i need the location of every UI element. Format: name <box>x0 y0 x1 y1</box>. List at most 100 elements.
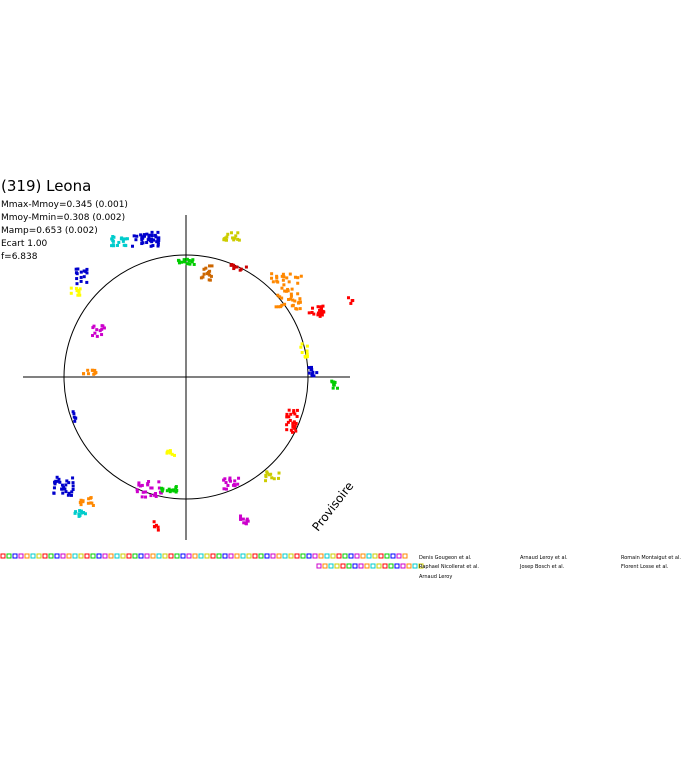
cluster-dot <box>305 352 309 356</box>
cluster-dot <box>296 276 300 280</box>
cluster-dot <box>154 523 158 527</box>
legend-symbol <box>330 553 336 559</box>
cluster-dot <box>64 483 68 487</box>
data-clusters <box>52 230 355 532</box>
cluster-dot <box>140 495 144 499</box>
cluster-dot <box>66 493 70 497</box>
cluster-dot <box>79 498 83 502</box>
cluster-dot <box>232 238 236 242</box>
legend-symbol <box>0 553 6 559</box>
legend-symbol <box>198 553 204 559</box>
legend-symbol <box>270 553 276 559</box>
legend-symbol <box>382 563 388 569</box>
cluster-dot <box>285 428 289 432</box>
cluster-dot <box>233 479 237 483</box>
cluster-dot <box>307 311 311 315</box>
cluster-dot <box>275 279 279 283</box>
legend-entry: Raphael Nicollerat et al. <box>419 564 479 570</box>
cluster-dot <box>150 230 154 234</box>
cluster-dot <box>149 494 153 498</box>
stat: f=6.838 <box>1 252 38 262</box>
cluster-dot <box>80 511 84 515</box>
legend-symbol <box>180 553 186 559</box>
cluster-dot <box>100 327 104 331</box>
cluster-dot <box>89 501 93 505</box>
cluster-dot <box>311 306 315 310</box>
cluster-dot <box>305 344 309 348</box>
cluster-dot <box>64 490 68 494</box>
cluster-dot <box>58 480 62 484</box>
cluster-dot <box>223 238 227 242</box>
cluster-dot <box>236 482 240 486</box>
cluster-dot <box>82 269 86 273</box>
cluster-dot <box>264 479 268 483</box>
cluster-dot <box>140 238 144 242</box>
legend-symbol <box>288 553 294 559</box>
cluster-dot <box>269 472 273 476</box>
cluster-dot <box>290 304 294 308</box>
legend-symbol <box>276 553 282 559</box>
cluster-dot <box>155 240 159 244</box>
legend-symbol <box>96 553 102 559</box>
cluster-dot <box>295 414 299 418</box>
cluster-dot <box>285 412 289 416</box>
cluster-dot <box>93 368 97 372</box>
cluster-dot <box>277 471 281 475</box>
title: (319) Leona <box>1 177 91 195</box>
cluster-dot <box>57 477 61 481</box>
cluster-dot <box>52 486 56 490</box>
legend-symbol <box>312 553 318 559</box>
cluster-dot <box>224 236 228 240</box>
cluster-dot <box>86 372 90 376</box>
cluster-dot <box>237 476 241 480</box>
stat: Mamp=0.653 (0.002) <box>1 226 98 236</box>
legend-entry: Arnaud Leroy et al. <box>520 555 568 561</box>
legend-symbol <box>102 553 108 559</box>
cluster-dot <box>156 525 160 529</box>
cluster-dot <box>289 428 293 432</box>
cluster-dot <box>287 280 291 284</box>
cluster-dot <box>320 313 324 317</box>
cluster-dot <box>142 234 146 238</box>
cluster-dot <box>70 490 74 494</box>
cluster-dot <box>55 475 59 479</box>
legend-symbol <box>132 553 138 559</box>
cluster-dot <box>307 371 311 375</box>
cluster-dot <box>310 310 314 314</box>
cluster-dot <box>154 492 158 496</box>
cluster-dot <box>290 287 294 291</box>
legend-entry: Josep Bosch et al. <box>519 564 565 570</box>
cluster-dot <box>299 345 303 349</box>
legend-symbol <box>174 553 180 559</box>
legend-symbol <box>138 553 144 559</box>
cluster-dot <box>112 244 116 248</box>
cluster-dot <box>287 297 291 301</box>
legend-symbol <box>66 553 72 559</box>
cluster-dot <box>150 486 154 490</box>
cluster-dot <box>312 374 316 378</box>
cluster-dot <box>88 496 92 500</box>
cluster-dot <box>180 260 184 264</box>
cluster-dot <box>124 237 128 241</box>
cluster-dot <box>111 239 115 243</box>
legend-symbol <box>6 553 12 559</box>
cluster-dot <box>168 490 172 494</box>
legend-symbol <box>418 563 424 569</box>
legend-symbol <box>318 553 324 559</box>
cluster-dot <box>156 244 160 248</box>
cluster-dot <box>121 239 125 243</box>
cluster-dot <box>281 272 285 276</box>
legend-symbol <box>54 553 60 559</box>
cluster-dot <box>204 266 208 270</box>
cluster-dot <box>224 481 228 485</box>
cluster-dot <box>335 386 339 390</box>
cluster-dot <box>148 233 152 237</box>
cluster-dot <box>305 349 309 353</box>
legend-symbol <box>246 553 252 559</box>
cluster-dot <box>78 509 82 513</box>
cluster-dot <box>141 490 145 494</box>
cluster-dot <box>166 449 170 453</box>
cluster-dot <box>71 481 75 485</box>
legend-symbol <box>376 563 382 569</box>
